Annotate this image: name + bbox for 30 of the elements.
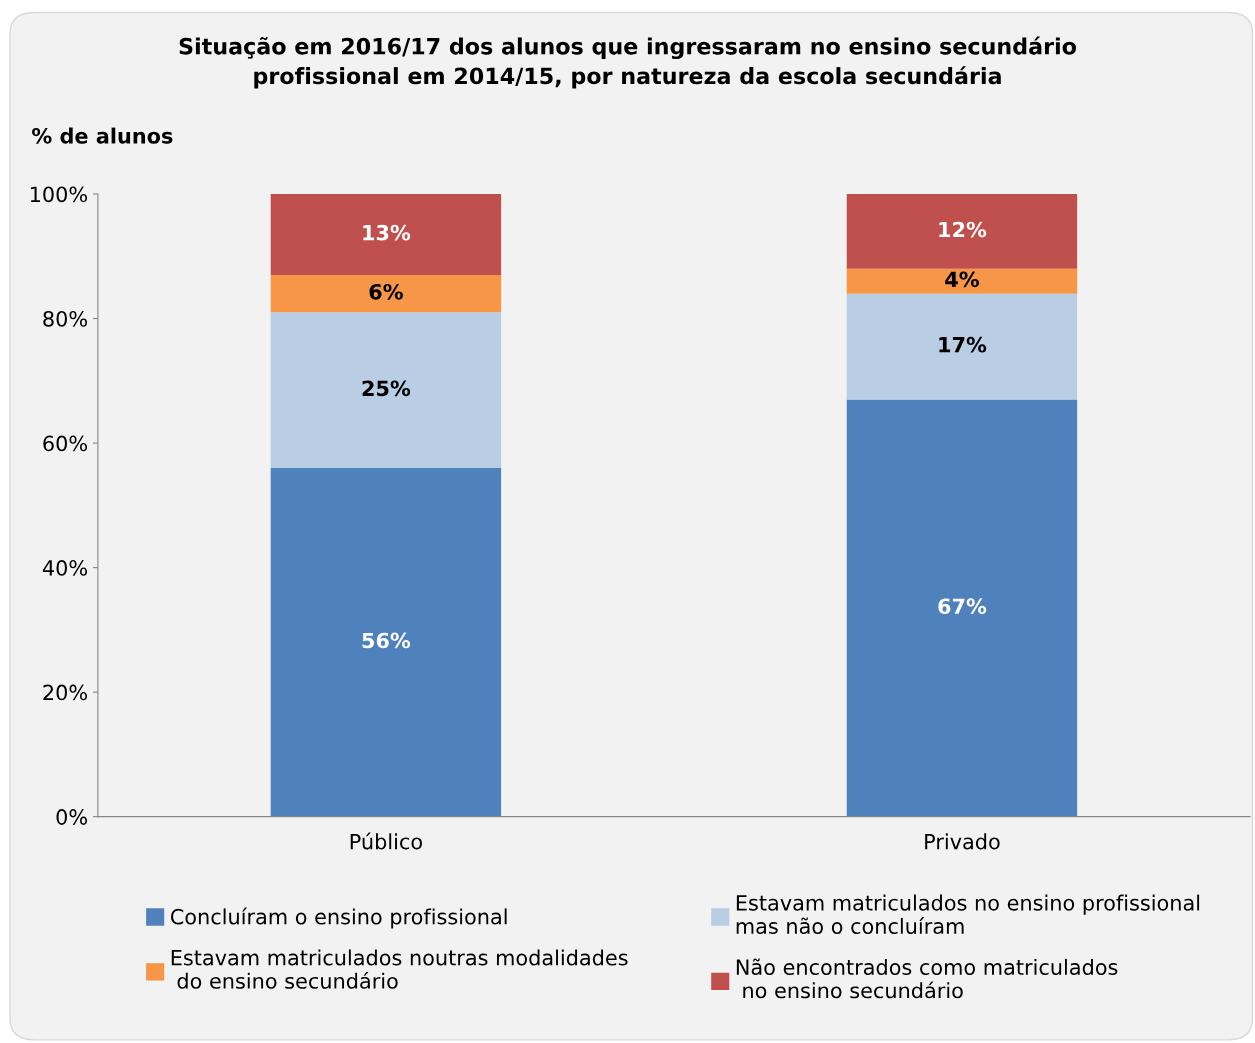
y-tick-label: 60% bbox=[43, 435, 88, 452]
y-axis-title: % de alunos bbox=[32, 127, 173, 144]
data-label: 17% bbox=[939, 336, 987, 353]
data-label: 6% bbox=[369, 283, 403, 300]
y-tick-label: 100% bbox=[30, 186, 88, 203]
legend-label: Estavam matriculados noutras modalidades do ensino secundário bbox=[171, 949, 628, 989]
x-tick-label: Público bbox=[350, 832, 422, 850]
bar bbox=[846, 268, 1078, 294]
bar bbox=[270, 194, 502, 275]
x-tick-label: Privado bbox=[925, 833, 1000, 850]
y-tick-label: 80% bbox=[43, 310, 88, 327]
bar bbox=[846, 399, 1078, 817]
legend-label: Não encontrados como matriculados no ensino secundário bbox=[736, 958, 1118, 999]
y-tick-label: 0% bbox=[56, 809, 88, 825]
bar bbox=[846, 293, 1078, 400]
data-label: 4% bbox=[945, 271, 979, 288]
bar bbox=[846, 194, 1078, 269]
legend-label: Concluíram o ensino profissional bbox=[170, 907, 507, 929]
data-label: 25% bbox=[362, 380, 411, 397]
bar bbox=[270, 274, 502, 313]
chart-title: Situação em 2016/17 dos alunos que ingressaram no ensino secundário profissional em 2014/15, por natureza da escola secundária bbox=[179, 36, 1076, 89]
data-label: 67% bbox=[938, 598, 987, 615]
data-label: 13% bbox=[363, 224, 411, 241]
data-label: 12% bbox=[939, 221, 987, 238]
y-tick-label: 20% bbox=[43, 684, 88, 701]
bar bbox=[270, 312, 502, 468]
legend-label: Estavam matriculados no ensino profissional mas não o concluíram bbox=[736, 894, 1200, 935]
y-tick-label: 40% bbox=[42, 560, 88, 576]
bar bbox=[270, 467, 502, 817]
data-label: 56% bbox=[362, 632, 411, 649]
